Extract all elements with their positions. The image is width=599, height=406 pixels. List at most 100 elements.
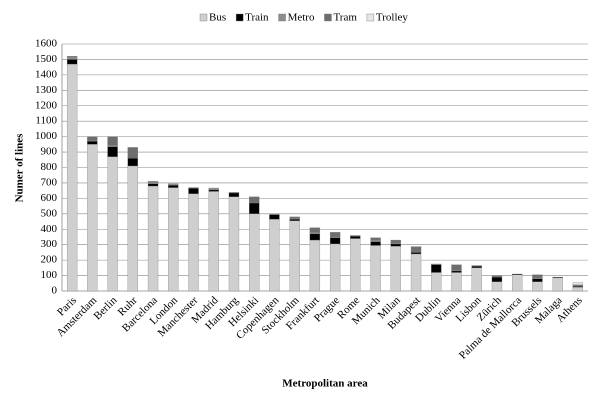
bar-segment (147, 185, 159, 292)
bar-segment (289, 219, 300, 221)
bar-segment (208, 187, 219, 191)
bar-segment (127, 158, 138, 167)
y-tick-label: 300 (41, 238, 58, 250)
bar-segment (147, 181, 159, 183)
legend-swatch (324, 13, 332, 22)
y-tick-label: 200 (41, 254, 58, 266)
y-tick-label: 600 (41, 192, 58, 204)
bar-segment (107, 146, 118, 157)
bar-segment (168, 185, 179, 188)
y-tick-label: 900 (41, 146, 58, 158)
bar-segment (107, 156, 118, 292)
bar-segment (249, 213, 260, 292)
bar-segment (66, 56, 78, 58)
bar-segment (370, 245, 381, 292)
bar-segment (451, 272, 462, 292)
bar-segment (188, 188, 199, 194)
y-tick-label: 500 (41, 207, 58, 219)
legend-swatch (366, 13, 375, 22)
bar-segment (329, 232, 341, 238)
bar-segment (309, 227, 321, 233)
bar-segment (512, 274, 523, 292)
bar-segment (127, 165, 138, 292)
bar-segment (572, 286, 584, 292)
y-tick-label: 400 (41, 223, 58, 235)
legend-swatch (235, 13, 244, 22)
bar-segment (451, 264, 462, 271)
bar-segment (390, 243, 401, 247)
bar-segment (107, 136, 118, 146)
legend-label: Tram (333, 12, 357, 24)
bar-segment (228, 192, 240, 194)
bar-segment (491, 276, 503, 282)
bar-segment (188, 187, 199, 189)
bar-segment (471, 267, 482, 292)
y-tick-label: 1600 (35, 38, 58, 50)
bar-segment (532, 278, 543, 282)
x-tick-label: Berlin (92, 294, 120, 322)
y-tick-label: 1400 (35, 68, 58, 80)
bar-segment (289, 216, 300, 219)
bar-segment (350, 235, 361, 237)
bar-segment (451, 270, 462, 273)
y-tick-label: 1500 (35, 53, 58, 65)
y-tick-label: 800 (41, 161, 58, 173)
bar-segment (410, 253, 422, 292)
y-tick-label: 1300 (35, 84, 58, 96)
bar-segment (491, 275, 503, 278)
bar-segment (289, 220, 300, 292)
bar-segment (309, 232, 321, 235)
bar-segment (329, 237, 341, 245)
bar-segment (370, 241, 381, 246)
legend-label: Bus (209, 12, 226, 24)
bar-segment (390, 239, 401, 244)
y-tick-label: 1000 (35, 130, 58, 142)
bar-segment (269, 219, 280, 292)
y-tick-label: 1100 (35, 115, 57, 127)
bar-segment (107, 144, 118, 147)
bar-segment (309, 239, 321, 292)
bar-segment (532, 274, 543, 279)
x-axis-title: Metropolitan area (282, 378, 368, 390)
bar-segment (208, 189, 219, 192)
bar-segment (410, 246, 422, 252)
bar-segment (410, 252, 422, 255)
y-tick-label: 100 (41, 269, 58, 281)
y-tick-label: 700 (41, 176, 58, 188)
bar-segment (552, 276, 563, 279)
bar-segment (491, 281, 503, 292)
bar-segment (228, 192, 240, 197)
bar-segment (350, 238, 361, 292)
bar-segment (370, 239, 381, 242)
bar-segment (168, 187, 179, 292)
bar-segment (532, 281, 543, 292)
bar-segment (249, 202, 260, 214)
bar-segment (208, 191, 219, 292)
legend-label: Trolley (376, 12, 408, 24)
bar-segment (228, 196, 240, 292)
bar-segment (87, 136, 98, 141)
legend-swatch (199, 13, 208, 22)
bar-segment (431, 272, 442, 292)
bar-segment (329, 243, 341, 292)
bar-segment (249, 196, 260, 203)
bar-segment (66, 63, 78, 292)
bar-segment (269, 213, 280, 215)
bar-segment (87, 144, 98, 292)
bar-segment (87, 141, 98, 145)
bar-segment (309, 233, 321, 241)
y-tick-label: 1200 (35, 99, 58, 111)
bar-segment (431, 264, 442, 273)
bar-segment (127, 147, 138, 159)
bar-segment (512, 273, 523, 275)
bar-segment (66, 59, 78, 65)
bar-segment (410, 246, 422, 248)
bar-segment (390, 246, 401, 292)
bar-segment (370, 237, 381, 241)
bar-segment (572, 282, 584, 285)
y-axis-title: Numer of lines (14, 133, 26, 203)
legend-label: Train (245, 12, 269, 24)
bar-segment (188, 193, 199, 292)
legend-label: Metro (288, 12, 315, 24)
